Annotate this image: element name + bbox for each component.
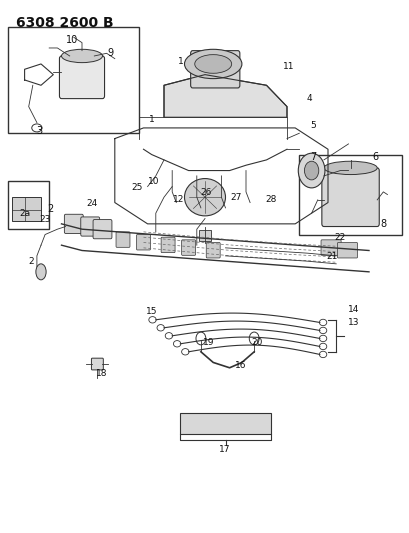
FancyBboxPatch shape (206, 243, 220, 258)
Text: 8: 8 (380, 219, 385, 229)
Text: 14: 14 (347, 305, 358, 313)
Ellipse shape (194, 55, 231, 73)
FancyBboxPatch shape (198, 230, 211, 241)
Text: 16: 16 (235, 361, 246, 369)
FancyBboxPatch shape (91, 358, 103, 370)
Text: 10: 10 (65, 35, 78, 45)
FancyBboxPatch shape (59, 56, 104, 99)
Text: 22: 22 (334, 233, 345, 241)
Bar (8, 181, 49, 229)
Polygon shape (164, 75, 286, 117)
FancyBboxPatch shape (321, 168, 378, 227)
Ellipse shape (61, 49, 102, 63)
FancyBboxPatch shape (116, 232, 130, 247)
Text: 4: 4 (306, 94, 312, 103)
FancyBboxPatch shape (136, 235, 150, 250)
Text: 2a: 2a (19, 209, 30, 217)
Ellipse shape (298, 154, 324, 188)
Text: 10: 10 (148, 177, 159, 185)
Text: 24: 24 (86, 199, 98, 208)
Text: 1: 1 (148, 116, 154, 124)
FancyBboxPatch shape (190, 51, 239, 88)
Text: 28: 28 (264, 196, 276, 204)
Text: 6: 6 (371, 152, 377, 162)
Text: 15: 15 (146, 308, 157, 316)
Text: 26: 26 (200, 189, 211, 197)
Text: 5: 5 (310, 121, 316, 130)
Text: 13: 13 (347, 318, 358, 327)
FancyBboxPatch shape (161, 237, 175, 253)
FancyBboxPatch shape (181, 240, 195, 255)
Text: 7: 7 (310, 152, 316, 162)
Text: 21: 21 (326, 253, 337, 261)
Text: 3: 3 (36, 126, 42, 135)
Text: 19: 19 (203, 338, 214, 346)
Text: 1: 1 (177, 57, 183, 66)
Text: 11: 11 (283, 62, 294, 71)
Text: 25: 25 (131, 183, 143, 192)
Text: 23: 23 (39, 215, 51, 224)
Bar (8, 27, 139, 133)
Bar (180, 413, 270, 434)
Ellipse shape (184, 49, 241, 78)
Bar (12, 197, 41, 221)
Ellipse shape (303, 161, 318, 180)
Ellipse shape (184, 179, 225, 216)
Text: 18: 18 (96, 369, 107, 377)
Ellipse shape (323, 161, 376, 175)
FancyBboxPatch shape (93, 220, 112, 239)
Text: 27: 27 (229, 193, 241, 201)
Bar (299, 155, 401, 235)
FancyBboxPatch shape (320, 240, 340, 255)
Text: 12: 12 (172, 196, 184, 204)
Text: 2: 2 (47, 204, 53, 214)
Text: 2: 2 (28, 257, 34, 265)
Text: 20: 20 (251, 338, 262, 346)
FancyBboxPatch shape (337, 243, 357, 258)
FancyBboxPatch shape (64, 214, 83, 233)
FancyBboxPatch shape (81, 217, 99, 236)
Ellipse shape (36, 264, 46, 280)
Text: 9: 9 (108, 49, 113, 58)
Text: 17: 17 (218, 445, 230, 454)
Text: 6308 2600 B: 6308 2600 B (16, 16, 114, 30)
